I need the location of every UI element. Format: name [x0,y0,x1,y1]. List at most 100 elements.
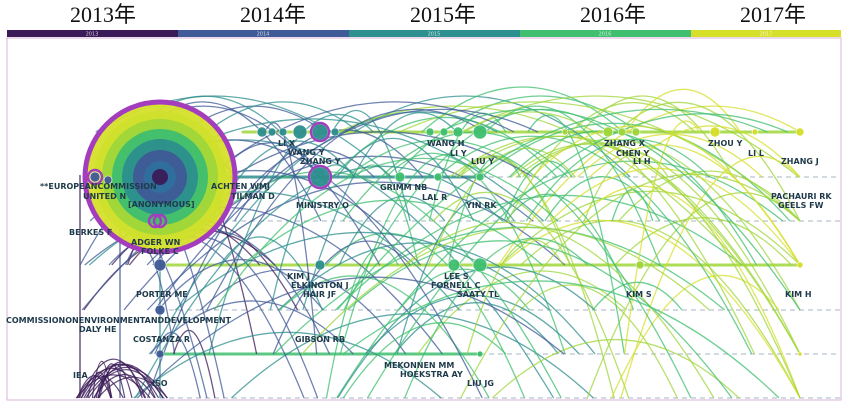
citation-arc-103 [507,102,696,222]
bottom-arc-5 [97,361,143,399]
citation-arc-114 [396,197,515,355]
node-dot-12 [617,127,627,137]
citation-arc-129 [219,236,323,311]
citation-arc-137 [531,125,801,266]
node-highlight-ring-2 [86,168,104,186]
citation-arc-56 [172,329,216,399]
node-label-wang-y: WANG Y [288,148,325,157]
node-dot-8 [452,126,464,138]
node-label-li-x: LI X [278,139,296,148]
citation-arc-47 [148,300,354,355]
node-highlight-ring-3 [147,213,163,229]
node-highlight-ring-0 [309,121,331,143]
node-label-achten-wmj: ACHTEN WMJ [211,182,270,191]
node-label-united-n: UNITED N [83,192,126,201]
node-highlight-ring-1 [307,164,333,190]
citation-arc-46 [618,170,801,222]
citation-arc-53 [398,268,530,311]
node-dot-28 [796,261,804,269]
node-highlight-ring-4 [152,213,168,229]
bottom-arc-11 [93,364,156,399]
node-label-kim-j: KIM J [287,272,310,281]
node-dot-21 [433,172,443,182]
node-dot-26 [472,257,488,273]
citation-arc-67 [503,160,573,222]
node-dot-7 [439,127,449,137]
citation-arc-108 [365,294,580,355]
citation-arc-92 [550,167,801,266]
node-dot-1 [267,127,277,137]
node-label-fornell-c: FORNELL C [431,281,481,290]
citation-arc-51 [273,226,726,355]
citation-arc-18 [449,135,801,355]
node-label-adger-wn: ADGER WN [131,238,180,247]
citation-arc-30 [325,247,399,399]
node-label-chen-y: CHEN Y [616,149,650,158]
node-label-zhang-y: ZHANG Y [300,157,341,166]
citation-arc-126 [460,173,801,399]
citation-arc-121 [508,130,758,266]
citation-arc-83 [525,138,711,222]
citation-arc-133 [136,276,565,399]
node-label-grimm-nb: GRIMM NB [380,183,427,192]
citation-arc-4 [146,149,375,399]
citation-arc-63 [337,266,596,399]
node-label-tilman-d: TILMAN D [231,192,275,201]
node-label-lee-s: LEE S [444,272,469,281]
citation-arc-125 [592,281,683,311]
bottom-arc-15 [93,374,156,399]
bottom-arc-17 [88,369,164,399]
node-label-anonymous: [ANONYMOUS] [128,200,195,209]
citation-arc-82 [621,125,801,178]
year-band-2014 [178,30,349,37]
node-dot-0 [256,126,268,138]
citation-arc-97 [133,331,442,399]
node-dot-24 [314,259,326,271]
year-band-label-2013: 2013 [86,32,99,38]
node-label-li-y: LI Y [450,149,467,158]
node-label-berkes-f: BERKES F [69,228,112,237]
year-band-2017 [691,30,841,37]
citation-arc-128 [366,113,788,399]
node-label-li-l: LI L [748,149,764,158]
node-label-li-h: LI H [633,157,651,166]
citation-arc-52 [338,195,446,266]
hub-outer-ring [82,99,238,255]
node-dot-31 [476,350,484,358]
node-label-pachauri-rk: PACHAURI RK [771,192,832,201]
node-label-wang-h: WANG H [427,139,464,148]
year-label-2013: 2013年 [70,2,136,27]
node-label-european-commission: **EUROPEANCOMMISSION [40,182,157,191]
node-label-hair-jf: HAIR JF [303,290,336,299]
citation-arc-120 [241,199,543,266]
node-dot-32 [797,351,803,357]
node-label-saaty-tl: SAATY TL [457,290,499,299]
node-dot-16 [795,127,805,137]
node-dot-20 [394,171,406,183]
node-dot-10 [561,128,569,136]
node-label-costanza-r: COSTANZA R [133,335,190,344]
year-label-2015: 2015年 [410,2,476,27]
node-dot-15 [751,128,759,136]
node-label-porter-me: PORTER ME [136,290,188,299]
citation-arc-107 [403,221,715,399]
citation-arc-99 [527,114,625,355]
citation-arc-98 [519,284,678,399]
citation-arc-96 [301,226,710,355]
node-label-liu-jg: LIU JG [467,379,494,388]
node-labels: LI X WANG Y ZHANG Y WANG H LI Y LIU Y ZH… [6,139,832,388]
node-label-kim-s: KIM S [626,290,652,299]
node-label-ministry-o: MINISTRY O [296,201,349,210]
citation-arc-85 [505,193,635,311]
bottom-arc-7 [85,366,168,399]
node-dot-14 [709,126,721,138]
citation-arc-42 [576,185,801,399]
node-dot-25 [447,258,461,272]
node-label-iea: IEA [73,371,88,380]
citation-arc-86 [393,302,560,355]
year-bands: 2013 2014 2015 2016 2017 [7,30,841,38]
node-dot-13 [631,127,641,137]
year-label-2014: 2014年 [240,2,306,27]
node-label-liu-y: LIU Y [471,157,494,166]
